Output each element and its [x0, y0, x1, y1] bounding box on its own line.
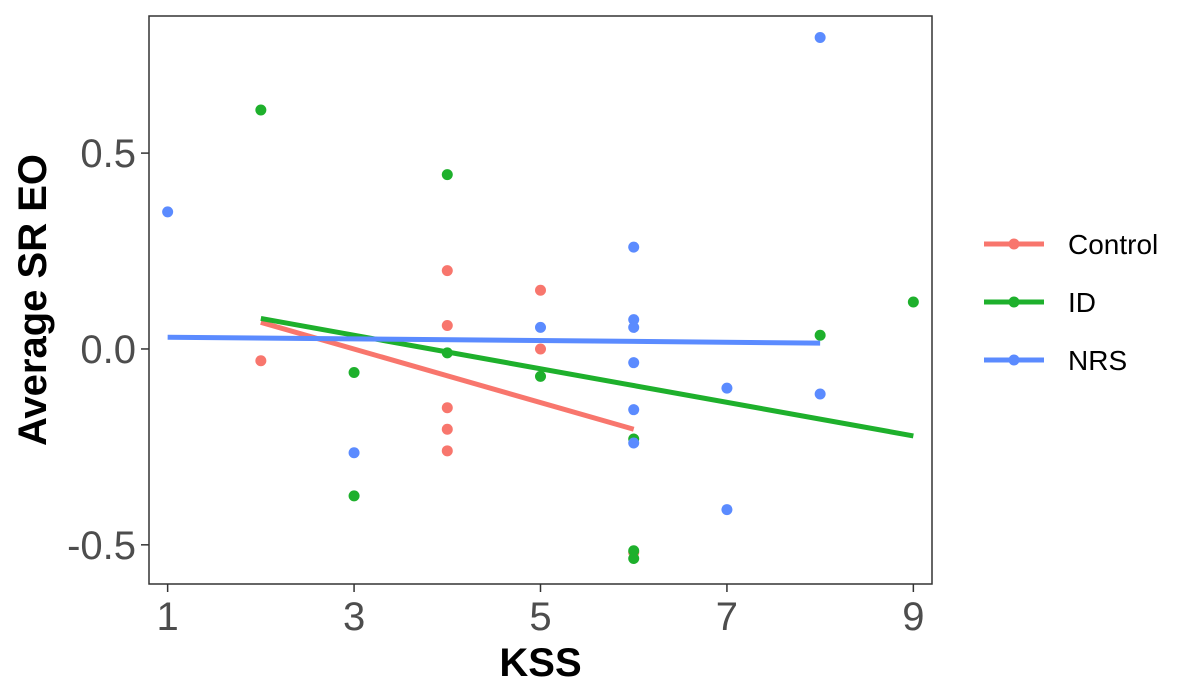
point-nrs: [628, 437, 640, 449]
point-id: [628, 545, 640, 557]
point-id: [348, 366, 360, 378]
y-axis-title: Average SR EO: [11, 154, 55, 446]
point-control: [441, 423, 453, 435]
point-nrs: [814, 388, 826, 400]
legend-label-nrs: NRS: [1068, 345, 1127, 376]
point-id: [255, 104, 267, 116]
plot-panel: [148, 15, 933, 585]
point-nrs: [628, 357, 640, 369]
point-id: [441, 169, 453, 181]
point-id: [814, 329, 826, 341]
x-tick-label: 7: [716, 595, 738, 639]
point-control: [255, 355, 267, 367]
point-nrs: [721, 382, 733, 394]
point-nrs: [628, 241, 640, 253]
x-tick-label: 5: [529, 595, 551, 639]
x-tick-label: 3: [343, 595, 365, 639]
legend-label-control: Control: [1068, 229, 1158, 260]
point-control: [441, 265, 453, 277]
point-nrs: [628, 321, 640, 333]
point-id: [535, 370, 546, 382]
legend-item-nrs: NRS: [984, 345, 1127, 376]
legend-marker-id: [1008, 296, 1020, 308]
x-tick-label: 1: [157, 595, 179, 639]
point-nrs: [721, 504, 733, 516]
point-id: [907, 296, 919, 308]
plot-layer: [162, 32, 919, 565]
legend-marker-control: [1008, 238, 1020, 250]
point-control: [441, 319, 453, 331]
point-control: [441, 445, 453, 457]
legend: Control ID NRS: [984, 229, 1158, 376]
point-nrs: [814, 32, 826, 44]
point-control: [535, 343, 546, 355]
x-axis-title: KSS: [499, 641, 581, 685]
y-tick-label: 0.0: [80, 328, 136, 372]
point-nrs: [535, 321, 546, 333]
point-id: [628, 553, 640, 565]
legend-marker-nrs: [1008, 354, 1020, 366]
axis-layer: 1 3 5 7 9 -0.5 0.0 0.5: [67, 132, 924, 639]
y-tick-label: 0.5: [80, 132, 136, 176]
legend-item-id: ID: [984, 287, 1096, 318]
legend-label-id: ID: [1068, 287, 1096, 318]
y-tick-label: -0.5: [67, 524, 136, 568]
point-control: [535, 284, 546, 296]
trend-line-nrs: [167, 334, 821, 346]
point-id: [348, 490, 360, 502]
point-nrs: [628, 404, 640, 416]
x-tick-label: 9: [902, 595, 924, 639]
legend-item-control: Control: [984, 229, 1158, 260]
point-nrs: [162, 206, 174, 218]
point-control: [441, 402, 453, 414]
point-nrs: [348, 447, 360, 459]
point-nrs: [628, 314, 640, 326]
